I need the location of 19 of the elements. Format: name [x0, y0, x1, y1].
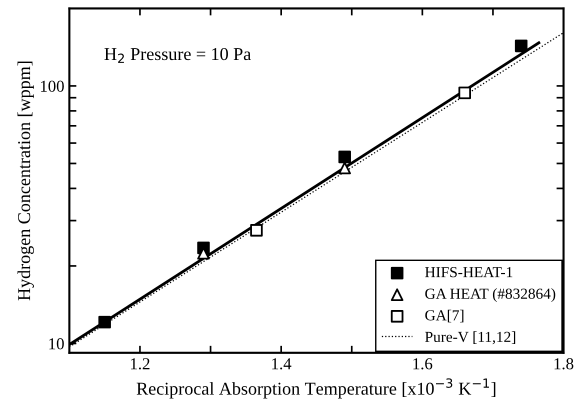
- point: [338, 162, 351, 174]
- x-axis-title: Reciprocal Absorption Temperature [x10$^{−3}$ K$^{−1}$]: [136, 378, 496, 398]
- x-tick-label: 1.6: [413, 358, 432, 370]
- annotation: H$_{2}$ Pressure = 10 Pa: [104, 48, 251, 63]
- legend-label: HIFS-HEAT-1: [425, 267, 512, 278]
- y-tick-label: 10: [49, 338, 64, 350]
- y-axis-title: Hydrogen Concentration [wppm]: [18, 62, 34, 300]
- point: [338, 150, 351, 164]
- legend-label: GA HEAT (#832864): [425, 288, 556, 302]
- x-tick-label: 1.4: [272, 358, 292, 370]
- y-tick-label: 100: [40, 80, 64, 92]
- point: [250, 224, 263, 237]
- point: [458, 86, 471, 100]
- x-tick-label: 1.2: [131, 358, 150, 370]
- point: [98, 316, 111, 328]
- legend-label: Pure-V [11,12]: [425, 331, 516, 344]
- point: [514, 40, 528, 52]
- x-tick-label: 1.8: [554, 358, 574, 370]
- legend-label: GA[7]: [425, 310, 464, 322]
